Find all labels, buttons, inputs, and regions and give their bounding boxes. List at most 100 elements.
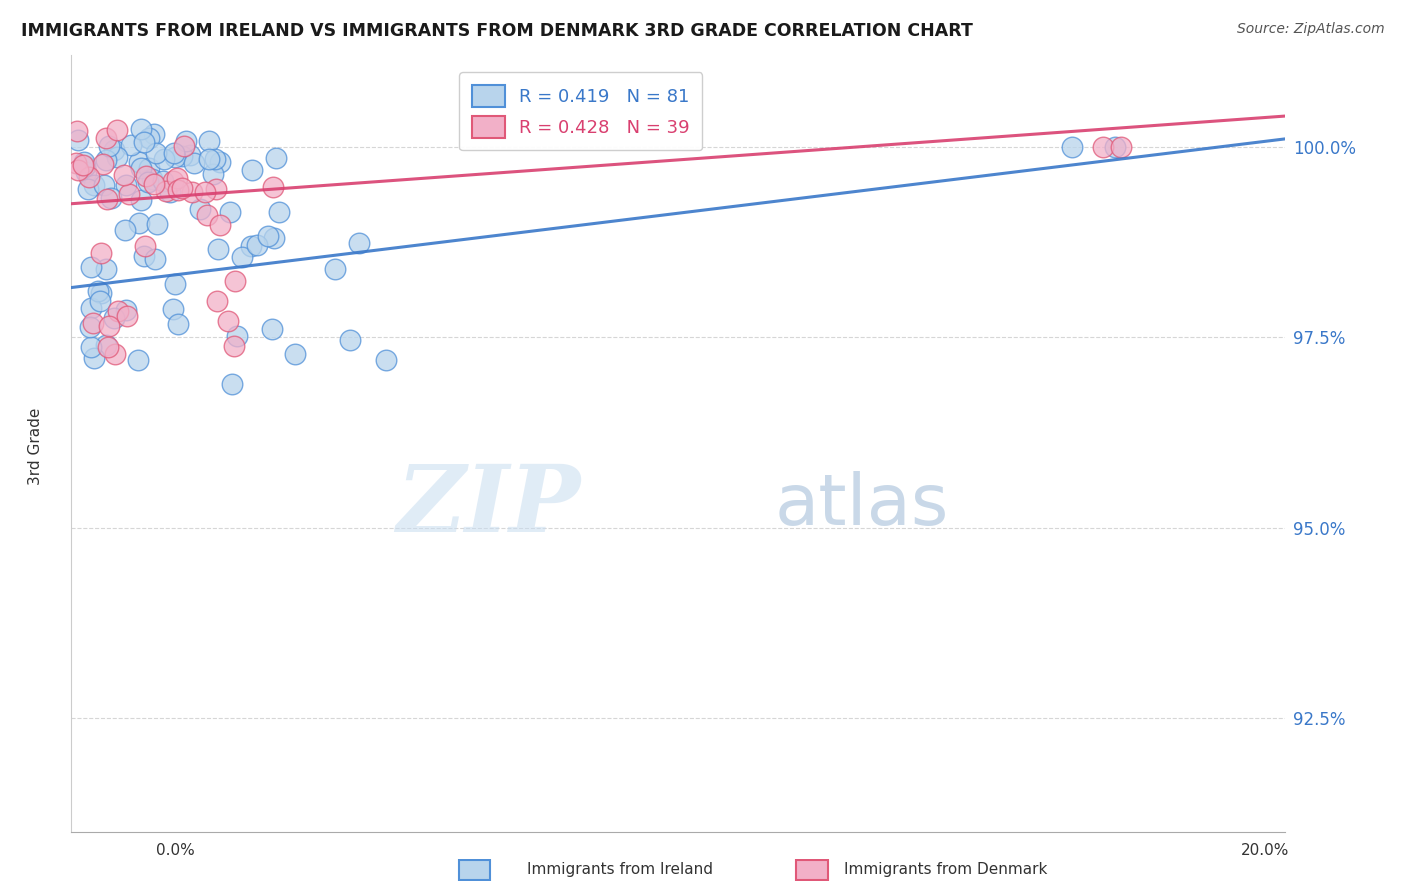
Point [117,187,139,202]
Point [129,161,152,175]
Point [104,347,127,361]
Point [94,338,117,352]
Point [222,339,245,353]
Point [66,162,89,177]
Point [97,139,120,153]
Point [107,304,129,318]
Point [120,137,142,152]
Point [103,310,125,325]
Point [152,174,174,188]
Point [112,169,135,183]
Text: 0.0%: 0.0% [156,843,195,858]
Point [155,185,177,199]
Point [204,152,226,166]
Point [231,250,253,264]
Point [91,157,114,171]
Point [146,217,169,231]
Point [170,148,193,162]
Point [262,322,284,336]
Point [217,314,239,328]
Point [1109,139,1132,153]
Point [226,328,249,343]
Point [163,277,186,292]
Point [127,352,149,367]
Point [339,333,361,347]
Point [82,317,104,331]
Point [90,285,112,300]
Point [73,159,96,173]
Point [114,223,136,237]
Point [180,186,202,200]
Point [80,340,103,354]
Point [179,148,201,162]
Point [163,145,186,160]
Point [347,235,370,250]
Point [170,181,193,195]
Text: Immigrants from Denmark: Immigrants from Denmark [844,863,1047,877]
Point [142,178,165,192]
Point [257,228,280,243]
Point [75,165,97,179]
Point [201,167,224,181]
Point [79,320,101,334]
Text: Immigrants from Ireland: Immigrants from Ireland [527,863,713,877]
Point [89,294,111,309]
Point [135,169,157,183]
Point [166,170,188,185]
Text: ZIP: ZIP [396,461,581,551]
Point [132,135,155,149]
Text: IMMIGRANTS FROM IRELAND VS IMMIGRANTS FROM DENMARK 3RD GRADE CORRELATION CHART: IMMIGRANTS FROM IRELAND VS IMMIGRANTS FR… [21,22,973,40]
Point [159,185,181,199]
Point [208,218,231,232]
Point [246,237,269,252]
Point [79,301,101,315]
Point [105,150,128,164]
Point [114,178,136,192]
Point [94,153,117,167]
Point [166,317,188,331]
Point [375,352,398,367]
Point [141,172,163,186]
Point [208,155,231,169]
Point [117,310,139,324]
Point [224,274,246,288]
Point [188,202,211,216]
Point [162,301,184,316]
Point [219,204,242,219]
Point [204,182,226,196]
Point [198,134,221,148]
Point [94,262,117,277]
Text: atlas: atlas [775,472,949,541]
Point [90,245,112,260]
Point [195,208,218,222]
Point [138,131,160,145]
Point [145,252,167,266]
Point [66,132,89,146]
Point [105,123,128,137]
Point [115,302,138,317]
Point [97,340,120,354]
Point [98,319,121,334]
Point [173,138,195,153]
Point [323,261,346,276]
Point [239,239,262,253]
Point [166,183,188,197]
Point [1091,139,1114,153]
Point [66,123,89,137]
Point [152,152,174,166]
Point [205,293,228,308]
Point [284,347,307,361]
Point [134,249,156,263]
Point [129,194,152,208]
Point [266,151,288,165]
Text: 3rd Grade: 3rd Grade [28,408,42,484]
Point [1104,139,1126,153]
Point [77,182,100,196]
Point [262,179,284,194]
Point [128,216,150,230]
Point [103,143,125,157]
Point [134,238,156,252]
FancyBboxPatch shape [458,860,491,880]
Point [128,155,150,169]
Point [80,260,103,274]
